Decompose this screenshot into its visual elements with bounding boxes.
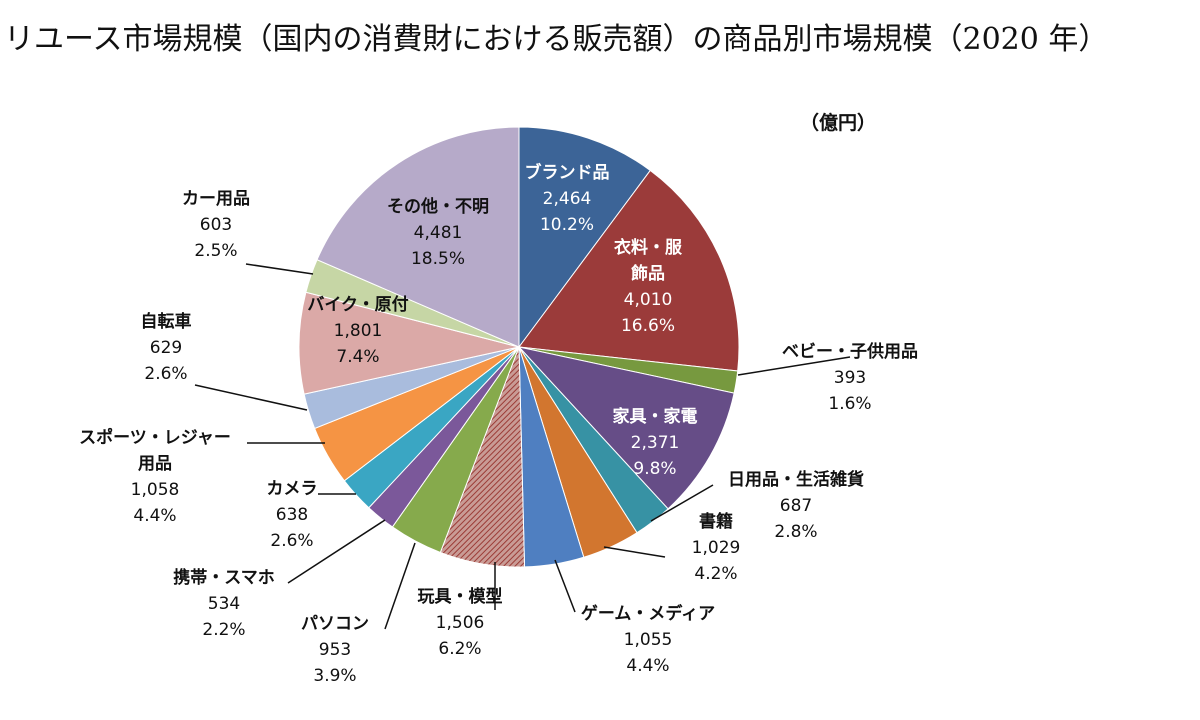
slice-value-label: 1,801 <box>334 321 383 341</box>
slice-label-name: スポーツ・レジャー <box>79 427 231 448</box>
leader-line <box>603 546 666 558</box>
slice-percent-label: 3.9% <box>313 666 356 686</box>
slice-percent-label: 2.5% <box>194 241 237 261</box>
slice-家具-家電 <box>517 346 735 510</box>
slice-percent-label: 7.4% <box>336 347 379 367</box>
slice-バイク-原付 <box>298 291 520 395</box>
slice-label: ゲーム・メディア 1,055 4.4% <box>581 603 715 676</box>
slice-label: 書籍 1,029 4.2% <box>692 511 741 584</box>
slice-percent-label: 1.6% <box>828 394 871 414</box>
slice-label: パソコン 953 3.9% <box>301 614 369 686</box>
slice-label-name: ベビー・子供用品 <box>782 341 918 362</box>
slice-percent-label: 6.2% <box>438 639 481 659</box>
slice-label-name: パソコン <box>301 614 369 634</box>
slice-value-label: 629 <box>150 338 182 358</box>
slice-percent-label: 4.4% <box>626 656 669 676</box>
slice-label-name: 衣料・服 <box>614 237 683 258</box>
slice-value-label: 953 <box>319 640 351 660</box>
slice-label: 携帯・スマホ 534 2.2% <box>173 567 275 640</box>
slice-label-name: ゲーム・メディア <box>581 603 715 624</box>
slice-value-label: 1,029 <box>692 538 741 558</box>
slice-label-name: バイク・原付 <box>307 294 408 315</box>
slice-label-name: ブランド品 <box>525 162 610 183</box>
slice-value-label: 2,464 <box>543 189 592 209</box>
slice-label-name: カー用品 <box>182 189 250 209</box>
chart-title: リユース市場規模（国内の消費財における販売額）の商品別市場規模（2020 年） <box>4 22 1109 57</box>
slice-label-name: 日用品・生活雑貨 <box>728 469 864 490</box>
slice-label-name: 自転車 <box>141 311 192 332</box>
unit-label: （億円） <box>800 112 877 134</box>
slice-label-name: カメラ <box>267 479 318 499</box>
slice-label: 日用品・生活雑貨 687 2.8% <box>728 469 864 542</box>
slice-value-label: 534 <box>208 594 240 614</box>
slice-percent-label: 16.6% <box>621 316 675 336</box>
slice-label: カー用品 603 2.5% <box>182 189 250 261</box>
leader-line <box>245 263 314 275</box>
leader-line <box>737 356 851 376</box>
leader-line <box>194 384 308 411</box>
leader-lines <box>194 263 851 630</box>
slice-value-label: 638 <box>276 505 308 525</box>
slice-value-label: 1,058 <box>131 480 180 500</box>
slice-percent-label: 9.8% <box>633 459 676 479</box>
leader-line <box>554 559 576 613</box>
slice-label: バイク・原付 1,801 7.4% <box>307 294 408 367</box>
slice-labels: ブランド品 2,464 10.2% 衣料・服飾品 4,010 16.6% ベビー・子供用品 3… <box>79 162 918 686</box>
slice-label: ブランド品 2,464 10.2% <box>525 162 610 235</box>
slice-label-name: 用品 <box>138 454 172 474</box>
slice-value-label: 4,481 <box>414 223 463 243</box>
slice-label: 自転車 629 2.6% <box>141 311 192 384</box>
slice-label: 玩具・模型 1,506 6.2% <box>418 586 503 659</box>
slice-percent-label: 2.6% <box>270 531 313 551</box>
slice-value-label: 603 <box>200 215 232 235</box>
slice-value-label: 687 <box>780 496 812 516</box>
slice-label: カメラ 638 2.6% <box>267 479 318 551</box>
slice-衣料-服飾品 <box>518 169 740 372</box>
slice-label-name: その他・不明 <box>387 196 489 217</box>
slice-value-label: 1,055 <box>624 630 673 650</box>
slice-その他-不明 <box>316 126 520 348</box>
slice-percent-label: 2.8% <box>774 522 817 542</box>
slice-percent-label: 2.2% <box>202 620 245 640</box>
slice-percent-label: 10.2% <box>540 215 594 235</box>
pie-slices <box>298 126 740 568</box>
slice-percent-label: 4.2% <box>694 564 737 584</box>
leader-line <box>287 519 386 584</box>
slice-value-label: 2,371 <box>631 433 680 453</box>
leader-line <box>650 484 714 522</box>
slice-label-name: 家具・家電 <box>613 406 698 427</box>
slice-label: ベビー・子供用品 393 1.6% <box>782 341 918 414</box>
slice-percent-label: 2.6% <box>144 364 187 384</box>
slice-label: 衣料・服飾品 4,010 16.6% <box>614 237 683 336</box>
slice-percent-label: 18.5% <box>411 249 465 269</box>
slice-label-name: 書籍 <box>699 511 733 532</box>
slice-label: スポーツ・レジャー用品 1,058 4.4% <box>79 427 231 526</box>
slice-ブランド品 <box>518 126 651 349</box>
slice-value-label: 1,506 <box>436 613 485 633</box>
slice-label-name: 飾品 <box>631 263 665 284</box>
slice-percent-label: 4.4% <box>133 506 176 526</box>
slice-label: その他・不明 4,481 18.5% <box>387 196 489 269</box>
slice-label-name: 玩具・模型 <box>418 586 503 607</box>
slice-value-label: 393 <box>834 368 866 388</box>
slice-label: 家具・家電 2,371 9.8% <box>613 406 698 479</box>
slice-label-name: 携帯・スマホ <box>173 567 275 588</box>
leader-line <box>384 542 416 630</box>
slice-value-label: 4,010 <box>624 290 673 310</box>
